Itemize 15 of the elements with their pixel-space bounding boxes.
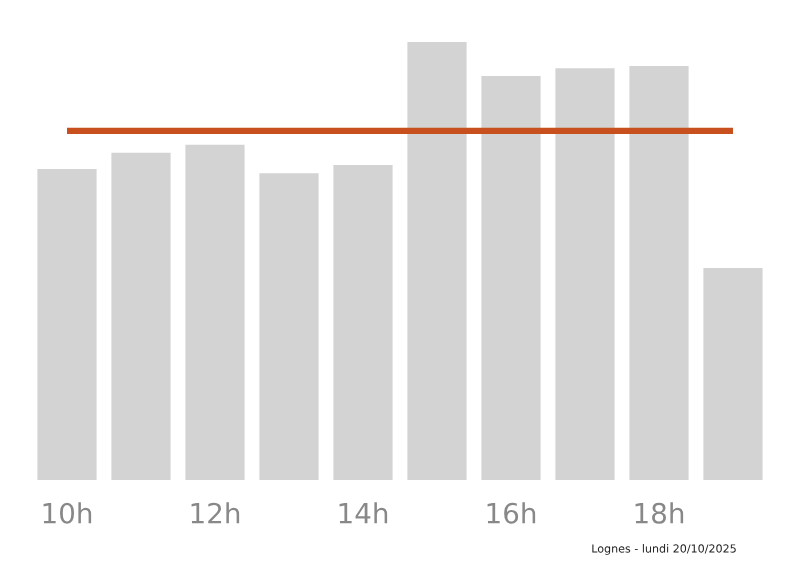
x-tick-label: 18h	[635, 502, 684, 524]
bar	[259, 173, 319, 480]
bar	[111, 152, 171, 480]
x-tick-label: 12h	[191, 502, 240, 524]
bar	[185, 144, 245, 480]
bar	[333, 165, 393, 480]
x-tick-label: 14h	[339, 502, 388, 524]
bar	[407, 41, 467, 480]
bar	[37, 168, 97, 480]
bar	[629, 66, 689, 480]
bar	[703, 267, 763, 480]
bar	[481, 76, 541, 480]
x-tick-label: 10h	[43, 502, 92, 524]
x-tick-label: 16h	[487, 502, 536, 524]
bar	[555, 68, 615, 480]
